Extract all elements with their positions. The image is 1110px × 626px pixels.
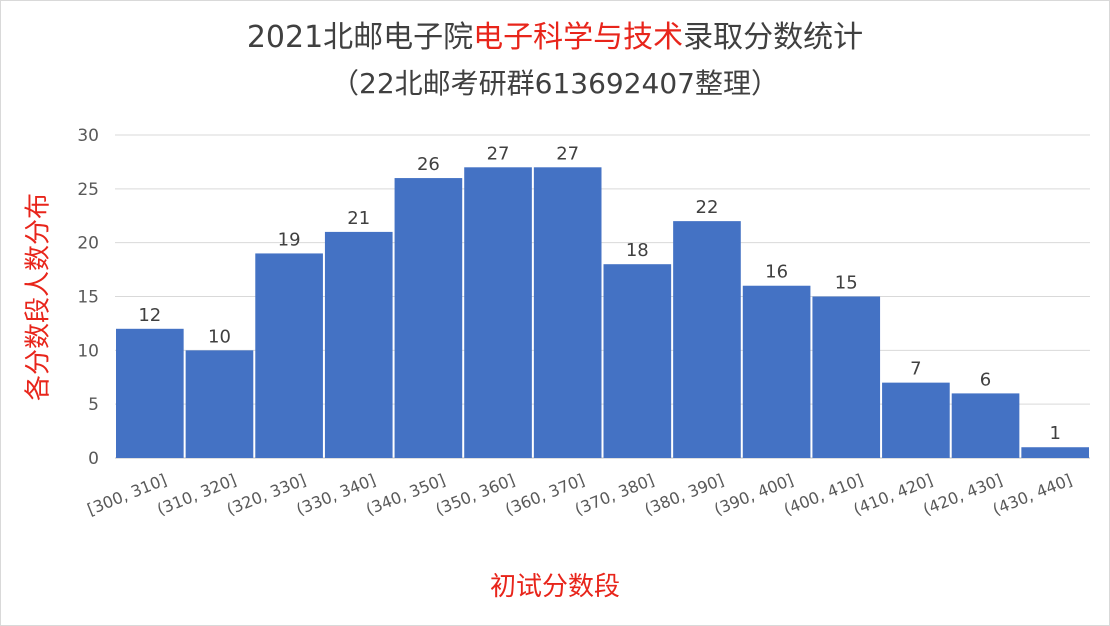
y-tick-label: 10	[77, 341, 99, 361]
x-tick-label: (360, 370]	[502, 470, 587, 519]
data-label: 7	[910, 359, 921, 380]
chart-subtitle: （22北邮考研群613692407整理）	[331, 67, 779, 100]
data-label: 12	[138, 305, 161, 326]
bar	[673, 221, 741, 458]
x-tick-label: (330, 340]	[293, 470, 378, 519]
y-tick-label: 30	[77, 126, 99, 146]
x-tick-label: (310, 320]	[154, 470, 239, 519]
data-label: 19	[278, 229, 301, 250]
bar	[185, 350, 254, 458]
title-highlight: 电子科学与技术	[473, 20, 684, 55]
data-label: 27	[556, 143, 579, 164]
data-label: 10	[208, 326, 231, 347]
bar	[255, 253, 323, 458]
data-label: 6	[980, 369, 991, 390]
data-label: 26	[417, 154, 440, 175]
bar	[1021, 447, 1089, 458]
y-tick-label: 5	[88, 395, 99, 415]
title-suffix: 录取分数统计	[683, 20, 864, 55]
x-tick-label: (400, 410]	[781, 470, 866, 519]
y-tick-label: 0	[88, 449, 99, 469]
x-axis-label: 初试分数段	[489, 572, 620, 602]
x-tick-label: (320, 330]	[224, 470, 309, 519]
y-tick-label: 15	[77, 288, 99, 308]
x-tick-label: (430, 440]	[990, 470, 1075, 519]
bar	[882, 382, 950, 458]
data-label: 21	[347, 208, 370, 229]
y-tick-label: 20	[77, 234, 99, 254]
data-label: 27	[487, 143, 510, 164]
x-tick-label: (410, 420]	[851, 470, 936, 519]
x-tick-label: (380, 390]	[642, 470, 727, 519]
bar	[116, 328, 184, 458]
x-tick-label: (340, 350]	[363, 470, 448, 519]
x-tick-label: (350, 360]	[433, 470, 518, 519]
data-label: 16	[765, 262, 788, 283]
data-label: 15	[835, 273, 858, 294]
bar	[742, 285, 811, 458]
bar	[812, 296, 881, 458]
x-tick-label: (370, 380]	[572, 470, 657, 519]
bar	[394, 178, 463, 459]
x-tick-label: (420, 430]	[920, 470, 1005, 519]
title-prefix: 2021北邮电子院	[246, 20, 474, 55]
x-tick-label: [300, 310]	[85, 470, 170, 519]
y-tick-label: 25	[77, 180, 99, 200]
data-label: 18	[626, 240, 649, 261]
bar	[951, 393, 1020, 458]
bar	[324, 231, 393, 458]
data-label: 22	[696, 197, 719, 218]
bar	[603, 264, 672, 458]
data-label: 1	[1049, 423, 1060, 444]
bar	[533, 167, 602, 459]
chart-title: 2021北邮电子院电子科学与技术录取分数统计	[0, 18, 1110, 58]
x-tick-label: (390, 400]	[711, 470, 796, 519]
bar	[464, 167, 532, 459]
